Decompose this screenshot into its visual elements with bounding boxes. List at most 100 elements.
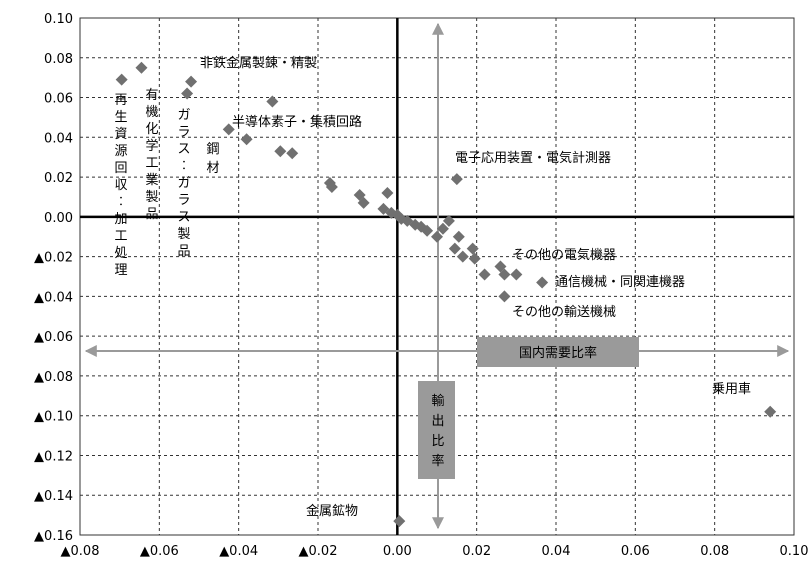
point-label-char: 鋼 (206, 142, 219, 157)
y-tick-label: 0.06 (44, 92, 73, 107)
point-label-char: ︰ (177, 159, 190, 174)
y-tick-label: ▲0.14 (34, 489, 73, 504)
x-tick-label: 0.06 (621, 544, 650, 559)
point-label-char: 加 (114, 212, 127, 227)
x-tick-label: ▲0.06 (140, 544, 179, 559)
y-tick-label: ▲0.10 (34, 410, 73, 425)
point-label-char: 回 (114, 161, 127, 176)
data-point (450, 173, 463, 186)
point-label-char: 処 (114, 246, 127, 261)
export-label-char: 比 (431, 434, 444, 449)
point-label-char: ラ (177, 193, 190, 208)
point-label-char: 収 (114, 178, 127, 193)
point-label: 電子応用装置・電気計測器 (455, 150, 611, 166)
plot-border (79, 17, 795, 536)
x-tick-label: 0.10 (780, 544, 809, 559)
point-label-char: 工 (145, 156, 158, 171)
point-label-char: ガ (177, 176, 190, 191)
y-tick-label: ▲0.12 (34, 449, 73, 464)
point-label-char: 再 (114, 93, 127, 108)
y-tick-label: ▲0.02 (34, 251, 73, 266)
point-labels: 再生資源回収︰加工処理有機化学工業製品ガラス︰ガラス製品非鉄金属製錬・精製鋼材半… (114, 55, 751, 519)
tick-labels: ▲0.08 ▲0.06 ▲0.04 ▲0.02 0.00 0.02 0.04 0.06 0.08… (34, 12, 808, 559)
data-point (456, 250, 469, 263)
data-point (181, 87, 194, 100)
point-label-char: 理 (114, 263, 127, 278)
point-label: 非鉄金属製錬・精製 (200, 55, 317, 71)
point-label-char: ︰ (114, 195, 127, 210)
domestic-demand-label-box (477, 337, 639, 367)
point-label-char: 化 (145, 122, 158, 137)
data-point (478, 268, 491, 281)
point-label: その他の電気機器 (512, 247, 616, 263)
data-point (325, 181, 338, 194)
data-point (185, 75, 198, 88)
y-tick-label: ▲0.16 (34, 529, 73, 544)
export-label-char: 輸 (431, 394, 444, 409)
data-point (510, 268, 523, 281)
point-label-char: 工 (114, 229, 127, 244)
data-point (448, 242, 461, 255)
data-point (442, 214, 455, 227)
export-label-char: 率 (431, 453, 444, 469)
domestic-demand-label: 国内需要比率 (519, 345, 597, 361)
y-tick-label: ▲0.08 (34, 370, 73, 385)
data-point (135, 61, 148, 74)
point-label-char: 学 (145, 138, 158, 154)
data-point (274, 145, 287, 158)
point-label-char: ス (177, 210, 190, 225)
point-label: 半導体素子・集積回路 (232, 114, 362, 130)
data-point (536, 276, 549, 289)
data-point (436, 222, 449, 235)
data-point (266, 95, 279, 108)
point-label-char: 製 (145, 190, 158, 205)
point-label-char: ガ (177, 108, 190, 123)
x-tick-label: 0.04 (542, 544, 571, 559)
x-tick-label: ▲0.02 (299, 544, 338, 559)
data-point (357, 196, 370, 209)
data-point (222, 123, 235, 136)
data-point (452, 230, 465, 243)
data-point (421, 224, 434, 237)
y-tick-label: 0.02 (44, 171, 73, 186)
data-point (286, 147, 299, 160)
y-tick-label: 0.00 (44, 211, 73, 226)
y-tick-label: ▲0.06 (34, 330, 73, 345)
point-label-char: 機 (145, 105, 158, 120)
point-label-char: 資 (114, 127, 127, 142)
data-point (431, 230, 443, 243)
data-point (466, 242, 479, 255)
point-label-char: ラ (177, 125, 190, 140)
y-tick-label: 0.08 (44, 52, 73, 67)
point-label: 通信機械・同関連機器 (555, 275, 685, 290)
export-label-box (418, 381, 455, 479)
data-point (498, 290, 511, 303)
point-label-char: 源 (114, 144, 127, 159)
point-label: 金属鉱物 (306, 503, 358, 519)
data-point (468, 252, 481, 265)
x-tick-label: 0.02 (462, 544, 491, 559)
data-point (498, 268, 511, 281)
x-tick-label: 0.00 (383, 544, 412, 559)
point-label-char: 品 (145, 207, 158, 222)
data-points (115, 61, 777, 528)
y-tick-label: 0.04 (44, 131, 73, 146)
data-point (393, 515, 406, 528)
x-tick-label: ▲0.04 (219, 544, 258, 559)
data-point (764, 405, 777, 418)
data-point (115, 73, 128, 86)
y-tick-label: ▲0.04 (34, 290, 73, 305)
point-label-char: 品 (177, 244, 190, 259)
x-tick-label: ▲0.08 (61, 544, 100, 559)
point-label-char: 業 (145, 172, 158, 188)
point-label-char: 材 (206, 161, 219, 176)
export-label-char: 出 (431, 414, 444, 429)
point-label-char: 生 (114, 110, 127, 125)
point-label-char: ス (177, 142, 190, 157)
point-label: その他の輸送機械 (512, 305, 616, 320)
data-point (381, 186, 394, 199)
x-tick-label: 0.08 (700, 544, 729, 559)
point-label-char: 有 (145, 88, 158, 103)
